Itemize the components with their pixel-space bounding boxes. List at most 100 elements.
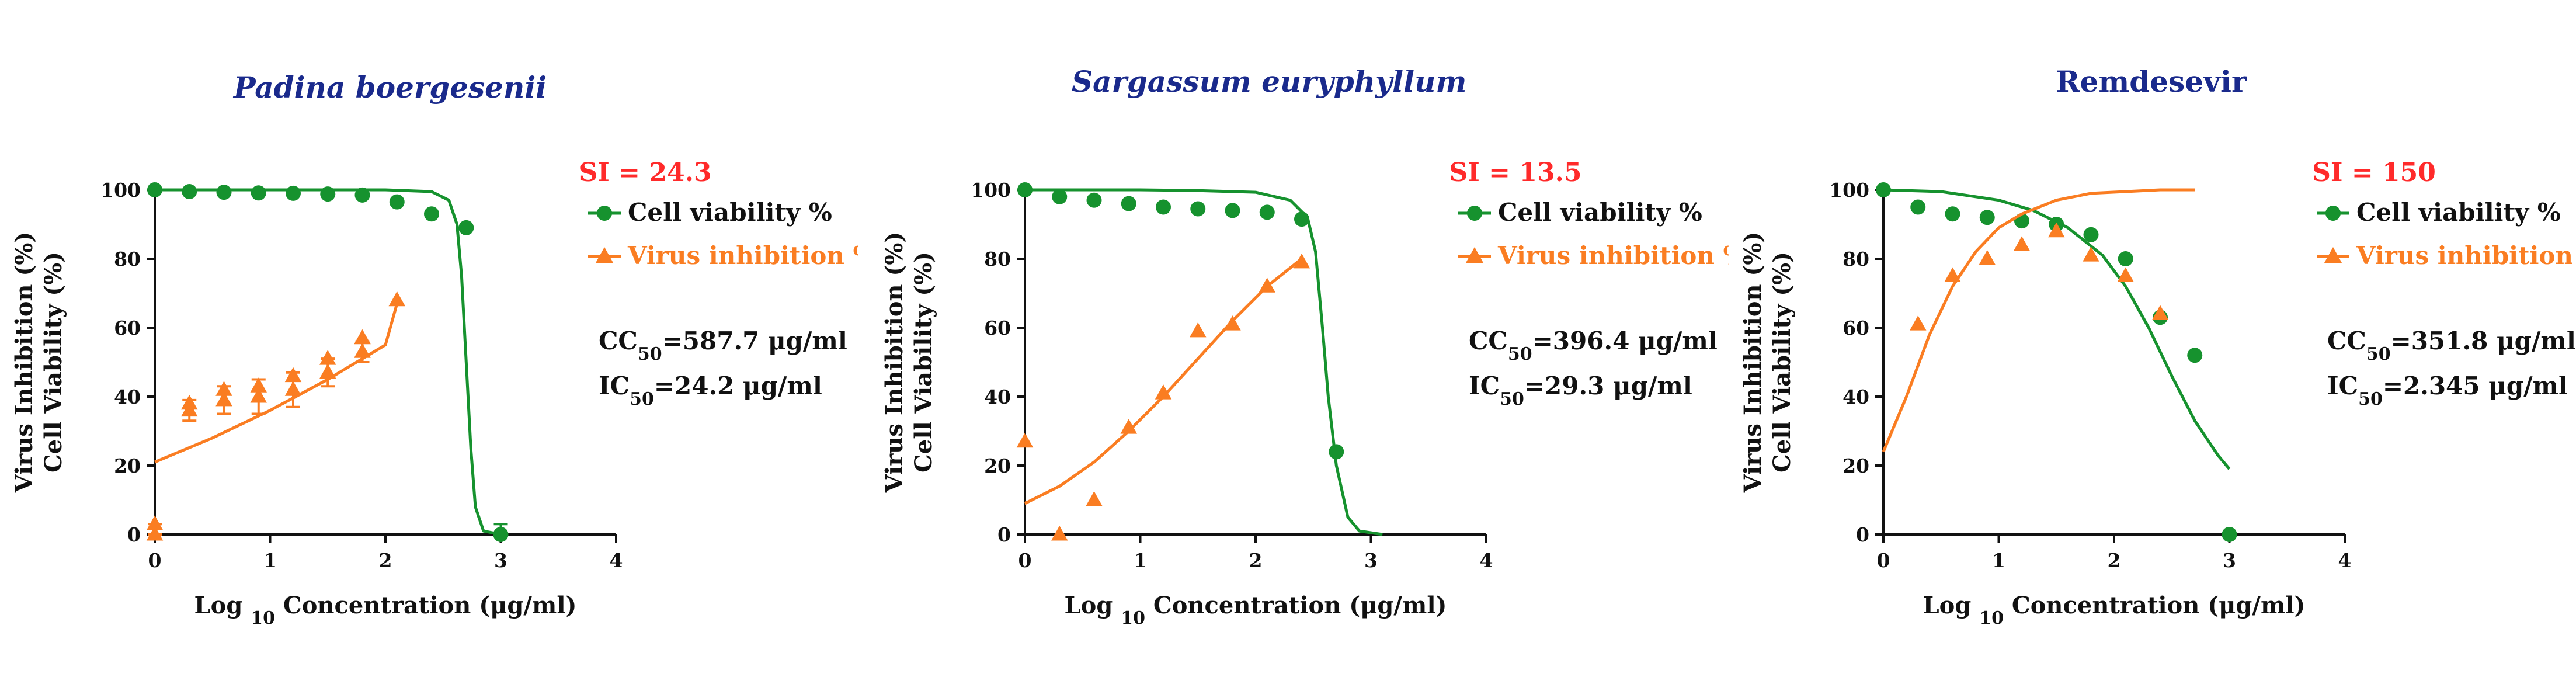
data-point — [146, 526, 164, 541]
x-tick-label: 3 — [2223, 549, 2236, 572]
ic50-value-subscript: 50 — [1500, 389, 1524, 409]
data-point — [1876, 182, 1891, 197]
x-axis-label-subscript: 10 — [251, 608, 275, 629]
y-tick-label: 20 — [984, 454, 1011, 477]
y-axis-label: Virus Inhibition (%) — [11, 232, 38, 494]
x-axis-label-subscript: 10 — [1979, 608, 2004, 629]
y-axis-label: Cell Viability (%) — [40, 252, 67, 473]
data-point — [2187, 348, 2203, 363]
data-point — [1259, 277, 1275, 293]
data-point — [1329, 444, 1344, 460]
legend-marker — [595, 247, 614, 263]
x-axis-label-prefix: Log — [1065, 592, 1121, 619]
data-point — [2222, 527, 2237, 542]
data-point — [1293, 253, 1310, 269]
fit-curve — [1024, 258, 1303, 505]
cc50-value: CC50=396.4 μg/ml — [1469, 327, 1718, 364]
x-tick-label: 0 — [1018, 549, 1032, 572]
chart-sargassum: 0 20 40 60 80 100 0 1 2 3 4 Log 10 Concentration (μ… — [881, 158, 1729, 629]
data-point — [1945, 206, 1960, 222]
y-tick-label: 0 — [127, 523, 141, 546]
y-tick-label: 20 — [1843, 454, 1869, 477]
x-tick-label: 1 — [1134, 549, 1147, 572]
x-tick-label: 0 — [1877, 549, 1890, 572]
x-axis-label-prefix: Log — [194, 592, 251, 619]
data-point — [388, 291, 405, 307]
data-point — [1979, 210, 1995, 225]
data-point — [2013, 236, 2031, 251]
chart-remdesevir: 0 20 40 60 80 100 0 1 2 3 4 Log 10 Concentration (μ… — [1739, 158, 2576, 629]
data-point — [182, 183, 197, 199]
data-point — [1121, 196, 1136, 211]
y-tick-label: 20 — [114, 454, 141, 477]
legend-marker — [2325, 206, 2341, 221]
legend-label: Cell viability % — [1498, 198, 1702, 227]
x-axis-label-suffix: Concentration (μg/ml) — [1145, 592, 1447, 619]
x-axis-label-subscript: 10 — [1121, 608, 1145, 629]
cc50-value-subscript: 50 — [1508, 344, 1532, 364]
data-point — [1224, 315, 1241, 331]
y-tick-label: 0 — [997, 523, 1011, 546]
x-tick-label: 4 — [2338, 549, 2352, 572]
data-point — [493, 527, 509, 542]
y-tick-label: 0 — [1856, 523, 1869, 546]
y-tick-label: 100 — [971, 179, 1011, 202]
x-tick-label: 1 — [1992, 549, 2005, 572]
data-point — [1051, 526, 1068, 541]
ic50-value-text: =29.3 μg/ml — [1524, 371, 1692, 400]
cc50-value-subscript: 50 — [638, 344, 662, 364]
ic50-value-subscript: 50 — [2358, 389, 2383, 409]
x-tick-label: 2 — [2108, 549, 2121, 572]
data-point — [389, 194, 405, 210]
x-tick-label: 2 — [1249, 549, 1263, 572]
legend-label: Cell viability % — [2356, 198, 2561, 227]
panel-padina: Padina boergesenii 0 20 40 60 80 100 0 1 2 3 4 Log … — [0, 0, 858, 684]
ic50-value-subscript: 50 — [630, 389, 654, 409]
x-axis-label: Log 10 Concentration (μg/ml) — [194, 592, 577, 629]
y-tick-label: 40 — [984, 386, 1011, 408]
legend-label: Virus inhibition % — [627, 241, 858, 270]
x-tick-label: 2 — [379, 549, 392, 572]
data-point — [2083, 227, 2099, 242]
cc50-value-prefix: CC — [599, 327, 638, 355]
data-point — [1910, 315, 1927, 331]
ic50-value: IC50=2.345 μg/ml — [2327, 371, 2568, 409]
data-point — [147, 182, 162, 197]
fit-curve — [154, 303, 399, 464]
data-point — [1052, 189, 1068, 204]
ic50-value-prefix: IC — [599, 371, 630, 400]
data-point — [320, 186, 336, 202]
cc50-value-text: =587.7 μg/ml — [662, 327, 847, 355]
si-value: SI = 24.3 — [579, 158, 711, 188]
y-tick-label: 100 — [1829, 179, 1869, 202]
data-point — [2048, 222, 2065, 238]
cc50-value-prefix: CC — [2327, 327, 2366, 355]
data-point — [1225, 203, 1240, 218]
data-point — [2118, 251, 2133, 266]
fit-curve — [1882, 188, 2195, 453]
y-tick-label: 80 — [1843, 248, 1869, 270]
fit-curve — [1883, 188, 2231, 470]
si-value: SI = 13.5 — [1449, 158, 1581, 188]
data-point — [251, 185, 266, 201]
fit-curve — [1025, 188, 1383, 536]
cc50-value-text: =351.8 μg/ml — [2391, 327, 2576, 355]
panel-title: Padina boergesenii — [234, 70, 547, 105]
ic50-value-prefix: IC — [1469, 371, 1500, 400]
fit-curve — [155, 188, 501, 536]
data-point — [286, 185, 301, 201]
data-point — [215, 391, 232, 407]
data-point — [2151, 305, 2169, 320]
x-tick-label: 0 — [148, 549, 162, 572]
si-value: SI = 150 — [2312, 158, 2436, 188]
y-axis-label: Virus Inhibition (%) — [1739, 232, 1767, 494]
legend-label: Virus inhibition % — [1497, 241, 1729, 270]
panel-sargassum: Sargassum euryphyllum 0 20 40 60 80 100 0 1 2 3 4 L… — [870, 0, 1729, 684]
data-point — [458, 220, 474, 235]
ic50-value: IC50=24.2 μg/ml — [599, 371, 822, 409]
y-axis-label: Cell Viability (%) — [910, 252, 937, 473]
data-point — [2117, 267, 2134, 282]
y-axis-label: Virus Inhibition (%) — [881, 232, 908, 494]
data-point — [354, 187, 370, 203]
data-point — [284, 381, 302, 396]
